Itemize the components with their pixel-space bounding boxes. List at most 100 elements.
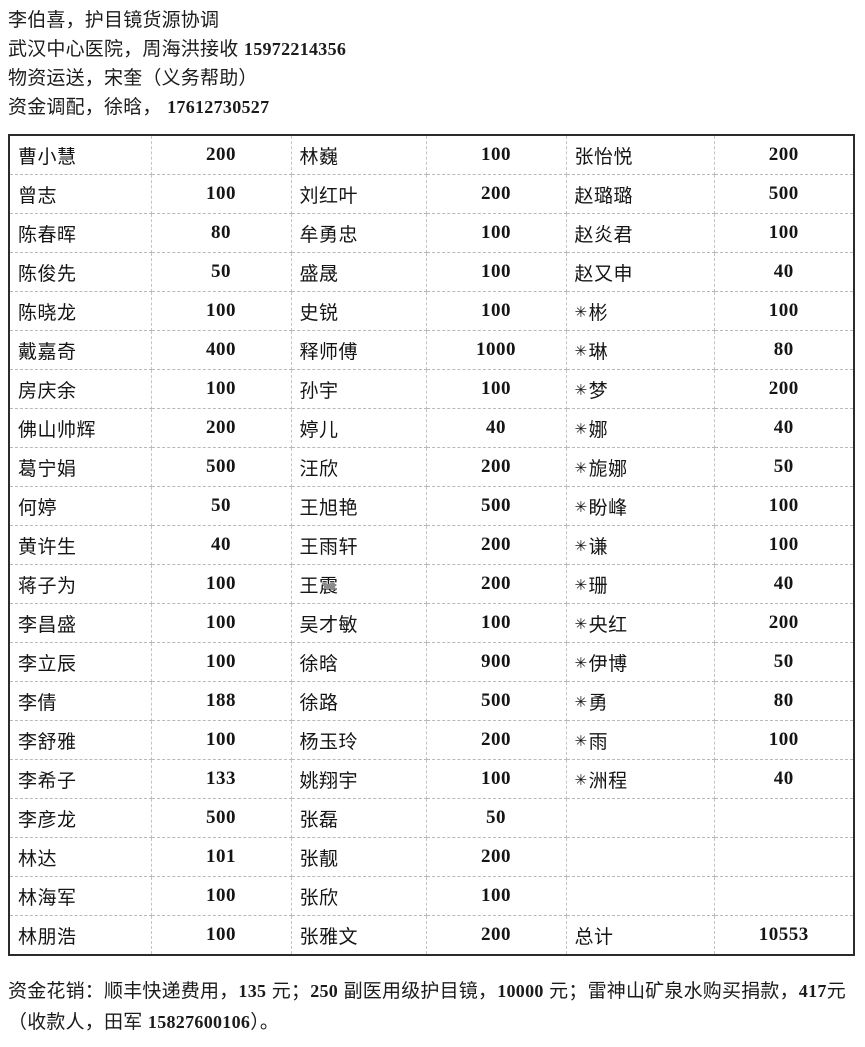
donor-name-cell bbox=[566, 876, 715, 916]
donor-amount-cell: 100 bbox=[714, 213, 854, 253]
donor-amount-cell: 200 bbox=[714, 135, 854, 175]
header-line-2-number: 15972214356 bbox=[243, 39, 347, 59]
donor-amount-cell: 100 bbox=[426, 252, 567, 292]
donor-name-cell: 房庆余 bbox=[9, 369, 152, 409]
table-row: 陈俊先 50 盛晟 100 赵又申 40 bbox=[9, 252, 854, 292]
donor-name-cell: ✳梦 bbox=[566, 369, 715, 409]
expenses-note-text: 资金花销：顺丰快递费用，135 元；250 副医用级护目镜，10000 元；雷神… bbox=[8, 981, 846, 1033]
asterisk-icon: ✳ bbox=[574, 770, 588, 789]
donor-amount-cell: 100 bbox=[151, 915, 292, 955]
donor-amount-cell: 50 bbox=[714, 642, 854, 682]
donor-amount-cell: 100 bbox=[426, 369, 567, 409]
donor-amount-cell: 50 bbox=[714, 447, 854, 487]
donor-name-cell: 林海军 bbox=[9, 876, 152, 916]
donor-name-cell: 李舒雅 bbox=[9, 720, 152, 760]
donor-name-cell: 赵炎君 bbox=[566, 213, 715, 253]
expense-text: 副医用级护目镜， bbox=[338, 981, 498, 1002]
donor-name-cell: 张雅文 bbox=[291, 915, 427, 955]
donor-amount-cell: 400 bbox=[151, 330, 292, 370]
donor-name-cell: 曹小慧 bbox=[9, 135, 152, 175]
donor-amount-cell: 500 bbox=[151, 447, 292, 487]
donor-amount-cell: 100 bbox=[151, 564, 292, 604]
donor-amount-cell bbox=[714, 876, 854, 916]
donor-amount-cell: 500 bbox=[714, 174, 854, 214]
asterisk-icon: ✳ bbox=[574, 458, 588, 477]
donor-name-cell: 蒋子为 bbox=[9, 564, 152, 604]
donor-name-cell bbox=[566, 798, 715, 838]
donor-amount-cell: 100 bbox=[426, 876, 567, 916]
donor-amount-cell: 100 bbox=[151, 603, 292, 643]
donor-amount-cell: 200 bbox=[426, 447, 567, 487]
donor-name-cell: 孙宇 bbox=[291, 369, 427, 409]
table-row: 李倩 188 徐路 500 ✳勇 80 bbox=[9, 681, 854, 721]
donor-name-cell: 李倩 bbox=[9, 681, 152, 721]
donor-amount-cell: 200 bbox=[426, 525, 567, 565]
donor-amount-cell bbox=[714, 798, 854, 838]
table-row: 蒋子为 100 王震 200 ✳珊 40 bbox=[9, 564, 854, 604]
header-line-3: 物资运送，宋奎（义务帮助） bbox=[8, 64, 865, 93]
donor-name-cell: 徐路 bbox=[291, 681, 427, 721]
donor-name-cell: 牟勇忠 bbox=[291, 213, 427, 253]
table-row: 李立辰 100 徐晗 900 ✳伊博 50 bbox=[9, 642, 854, 682]
asterisk-icon: ✳ bbox=[574, 497, 588, 516]
donor-name-cell: 王雨轩 bbox=[291, 525, 427, 565]
donor-amount-cell: 100 bbox=[714, 486, 854, 526]
asterisk-icon: ✳ bbox=[574, 302, 588, 321]
donor-amount-cell: 200 bbox=[426, 837, 567, 877]
donor-name-cell: ✳娜 bbox=[566, 408, 715, 448]
donor-name-cell: ✳央红 bbox=[566, 603, 715, 643]
donor-amount-cell: 500 bbox=[426, 681, 567, 721]
asterisk-icon: ✳ bbox=[574, 419, 588, 438]
donor-name-cell: 林达 bbox=[9, 837, 152, 877]
table-row: 林海军 100 张欣 100 bbox=[9, 876, 854, 916]
table-row: 陈晓龙 100 史锐 100 ✳彬 100 bbox=[9, 291, 854, 331]
donor-name-cell: 赵又申 bbox=[566, 252, 715, 292]
donor-name-cell: 陈俊先 bbox=[9, 252, 152, 292]
donor-amount-cell: 200 bbox=[426, 720, 567, 760]
expense-number: 135 bbox=[238, 981, 267, 1001]
donor-name-cell: ✳伊博 bbox=[566, 642, 715, 682]
donor-name-cell bbox=[566, 837, 715, 877]
donor-amount-cell: 133 bbox=[151, 759, 292, 799]
donor-amount-cell: 80 bbox=[714, 681, 854, 721]
donor-name-cell: ✳旎娜 bbox=[566, 447, 715, 487]
expense-number: 15827600106 bbox=[147, 1012, 251, 1032]
table-row: 曾志 100 刘红叶 200 赵璐璐 500 bbox=[9, 174, 854, 214]
donor-name-cell: 何婷 bbox=[9, 486, 152, 526]
donor-name-cell: 黄许生 bbox=[9, 525, 152, 565]
donor-amount-cell: 100 bbox=[426, 603, 567, 643]
donor-amount-cell: 40 bbox=[714, 759, 854, 799]
expense-number: 10000 bbox=[497, 981, 544, 1001]
donor-name-cell: ✳勇 bbox=[566, 681, 715, 721]
donor-name-cell: 曾志 bbox=[9, 174, 152, 214]
donor-amount-cell: 100 bbox=[714, 291, 854, 331]
donor-amount-cell: 100 bbox=[426, 213, 567, 253]
table-row: 李希子 133 姚翔宇 100 ✳洲程 40 bbox=[9, 759, 854, 799]
donor-amount-cell: 50 bbox=[426, 798, 567, 838]
donor-name-cell: 林巍 bbox=[291, 135, 427, 175]
donor-amount-cell: 200 bbox=[714, 369, 854, 409]
expense-text: 元； bbox=[266, 981, 311, 1002]
donor-name-cell: 佛山帅辉 bbox=[9, 408, 152, 448]
donor-amount-cell: 100 bbox=[151, 369, 292, 409]
donor-amount-cell: 100 bbox=[426, 291, 567, 331]
expenses-note: 资金花销：顺丰快递费用，135 元；250 副医用级护目镜，10000 元；雷神… bbox=[8, 976, 858, 1038]
donor-amount-cell: 40 bbox=[151, 525, 292, 565]
donor-name-cell: 陈春晖 bbox=[9, 213, 152, 253]
donor-name-cell: 张怡悦 bbox=[566, 135, 715, 175]
header-line-2: 武汉中心医院，周海洪接收 15972214356 bbox=[8, 35, 865, 64]
table-row: 陈春晖 80 牟勇忠 100 赵炎君 100 bbox=[9, 213, 854, 253]
donor-amount-cell: 50 bbox=[151, 252, 292, 292]
header-line-4-text: 资金调配，徐晗， bbox=[8, 97, 168, 118]
donations-table: 曹小慧 200 林巍 100 张怡悦 200 曾志 100 刘红叶 200 赵璐璐 500 陈春晖 80 牟… bbox=[8, 134, 855, 956]
table-row: 房庆余 100 孙宇 100 ✳梦 200 bbox=[9, 369, 854, 409]
expense-text: 元；雷神山矿泉水购买捐款， bbox=[543, 981, 799, 1002]
donor-amount-cell: 1000 bbox=[426, 330, 567, 370]
donor-amount-cell: 50 bbox=[151, 486, 292, 526]
header-line-3-text: 物资运送，宋奎（义务帮助） bbox=[8, 68, 258, 89]
table-row: 葛宁娟 500 汪欣 200 ✳旎娜 50 bbox=[9, 447, 854, 487]
donor-amount-cell: 100 bbox=[426, 759, 567, 799]
asterisk-icon: ✳ bbox=[574, 614, 588, 633]
donor-amount-cell: 200 bbox=[426, 915, 567, 955]
donor-amount-cell: 188 bbox=[151, 681, 292, 721]
